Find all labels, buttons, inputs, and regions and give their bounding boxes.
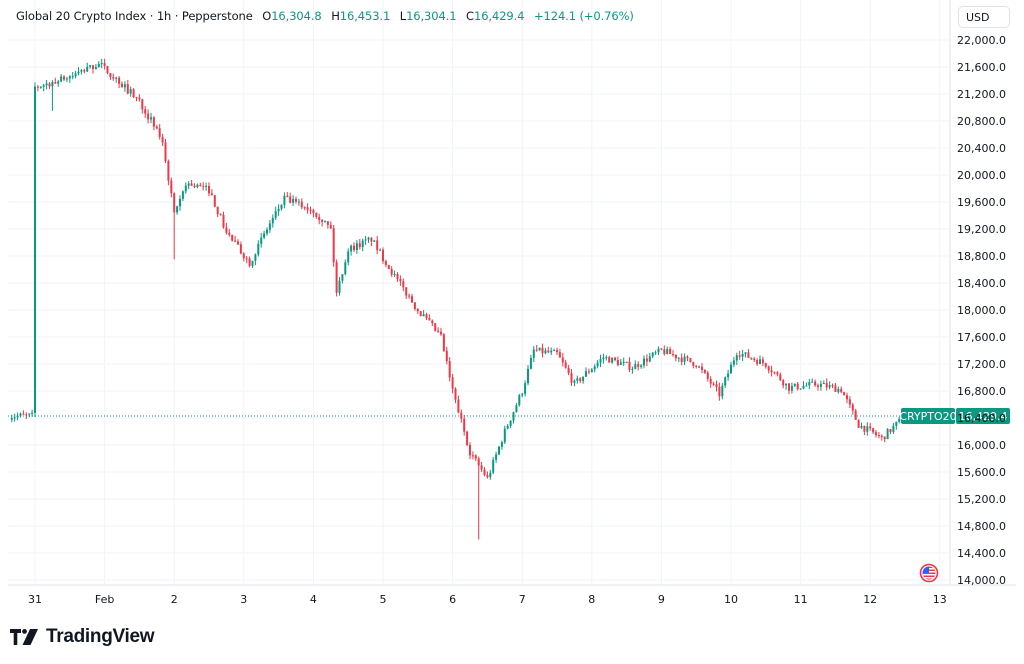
open-value: 16,304.8 xyxy=(271,9,322,23)
time-tick-label: 4 xyxy=(310,593,317,606)
price-tick-label: 19,200.0 xyxy=(957,223,1006,236)
price-tick-label: 18,000.0 xyxy=(957,304,1006,317)
price-tick-label: 20,400.0 xyxy=(957,142,1006,155)
price-tick-label: 15,600.0 xyxy=(957,466,1006,479)
change-value: +124.1 (+0.76%) xyxy=(533,9,634,23)
price-tick-label: 14,000.0 xyxy=(957,574,1006,587)
price-tick-label: 21,200.0 xyxy=(957,88,1006,101)
price-tick-label: 14,400.0 xyxy=(957,547,1006,560)
logo-text: TradingView xyxy=(46,626,155,647)
time-tick-label: 31 xyxy=(28,593,42,606)
time-tick-label: 9 xyxy=(658,593,665,606)
price-tick-label: 16,400.0 xyxy=(957,412,1006,425)
symbol-legend: Global 20 Crypto Index · 1h · Pepperston… xyxy=(16,9,634,23)
time-tick-label: 5 xyxy=(380,593,387,606)
low-value: 16,304.1 xyxy=(406,9,457,23)
time-tick-label: 10 xyxy=(724,593,738,606)
time-tick-label: Feb xyxy=(95,593,114,606)
price-tick-label: 21,600.0 xyxy=(957,61,1006,74)
time-tick-label: 6 xyxy=(449,593,456,606)
price-chart[interactable]: CRYPTO20 16,429.4 14,000.014,400.014,800.… xyxy=(0,0,1024,610)
price-tick-label: 18,800.0 xyxy=(957,250,1006,263)
symbol-title[interactable]: Global 20 Crypto Index · 1h · Pepperston… xyxy=(16,9,253,23)
price-tick-label: 17,600.0 xyxy=(957,331,1006,344)
time-tick-label: 11 xyxy=(794,593,808,606)
candlestick-series xyxy=(10,58,906,540)
time-tick-label: 8 xyxy=(588,593,595,606)
time-tick-label: 3 xyxy=(240,593,247,606)
currency-button[interactable]: USD xyxy=(958,6,1010,28)
price-tick-label: 18,400.0 xyxy=(957,277,1006,290)
time-tick-label: 13 xyxy=(933,593,947,606)
price-axis[interactable]: 14,000.0 14,400.0 14,800.0 15,200.0 15,600.0… xyxy=(957,34,1006,587)
price-tick-label: 15,200.0 xyxy=(957,493,1006,506)
last-price-label: CRYPTO20 16,429.4 xyxy=(899,408,1010,425)
chart-grid xyxy=(8,0,1016,586)
price-tick-label: 17,200.0 xyxy=(957,358,1006,371)
symbol-tag: CRYPTO20 xyxy=(899,410,956,423)
high-value: 16,453.1 xyxy=(339,9,391,23)
tradingview-logo-icon xyxy=(10,629,38,645)
us-flag-event-icon[interactable] xyxy=(919,563,939,583)
price-tick-label: 20,800.0 xyxy=(957,115,1006,128)
price-tick-label: 16,000.0 xyxy=(957,439,1006,452)
price-tick-label: 16,800.0 xyxy=(957,385,1006,398)
price-tick-label: 14,800.0 xyxy=(957,520,1006,533)
price-tick-label: 22,000.0 xyxy=(957,34,1006,47)
price-tag: 16,429.4 xyxy=(959,410,1008,423)
price-tick-label: 19,600.0 xyxy=(957,196,1006,209)
time-tick-label: 12 xyxy=(863,593,877,606)
tradingview-logo[interactable]: TradingView xyxy=(10,626,155,648)
time-axis[interactable]: 31 Feb 2 3 4 5 6 7 8 9 10 11 12 13 xyxy=(28,593,947,606)
time-tick-label: 7 xyxy=(519,593,526,606)
time-tick-label: 2 xyxy=(171,593,178,606)
last-price-line: CRYPTO20 16,429.4 xyxy=(8,408,1010,425)
price-tick-label: 20,000.0 xyxy=(957,169,1006,182)
close-value: 16,429.4 xyxy=(473,9,525,23)
